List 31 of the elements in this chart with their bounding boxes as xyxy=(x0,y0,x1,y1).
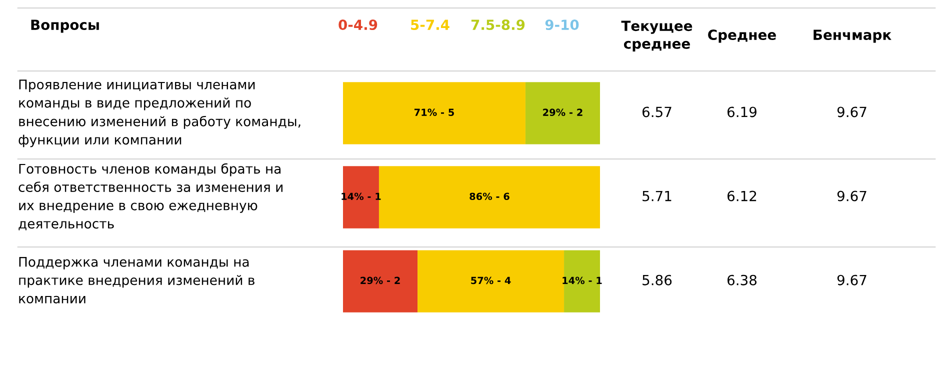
y-tick-label: Готовность членов команды брать на себя ответственность за изменения и их внедрение в свою ежедневную деятельность xyxy=(18,163,282,230)
text: 5.86 xyxy=(642,274,672,286)
data-label: 57% - 4 xyxy=(471,276,511,284)
text: 6.57 xyxy=(642,106,672,118)
data-label: 29% - 2 xyxy=(360,276,400,284)
text: Среднее xyxy=(708,30,776,43)
bar xyxy=(418,250,564,312)
text: Текущее среднее xyxy=(621,20,692,52)
text: 9.67 xyxy=(837,106,866,118)
text: 5.71 xyxy=(642,190,672,202)
data-label: 86% - 6 xyxy=(470,192,510,200)
data-label: 29% - 2 xyxy=(543,108,582,116)
text: 0-4.9 xyxy=(338,20,378,30)
bar xyxy=(343,166,379,228)
bar xyxy=(564,250,600,312)
text: 5-7.4 xyxy=(411,20,450,30)
bar xyxy=(525,82,600,144)
text: 9.67 xyxy=(837,190,866,202)
data-label: 71% - 5 xyxy=(414,108,454,116)
text: 6.19 xyxy=(728,106,756,118)
text: 9.67 xyxy=(837,274,866,286)
y-tick-label: Поддержка членами команды на практике внедрения изменений в компании xyxy=(19,257,254,304)
text: 6.12 xyxy=(728,190,756,202)
y-tick-label: Проявление инициативы членами команды в виде предложений по внесению изменений в работу команды, функции или компании xyxy=(18,80,300,148)
legend-label: 9-10 xyxy=(545,20,579,30)
text: Бенчмарк xyxy=(814,30,892,43)
text: 7.5-8.9 xyxy=(471,20,525,30)
text: 6.38 xyxy=(728,274,757,286)
y-axis-title: Вопросы xyxy=(31,20,99,33)
bar xyxy=(343,82,526,144)
bar xyxy=(343,250,418,312)
